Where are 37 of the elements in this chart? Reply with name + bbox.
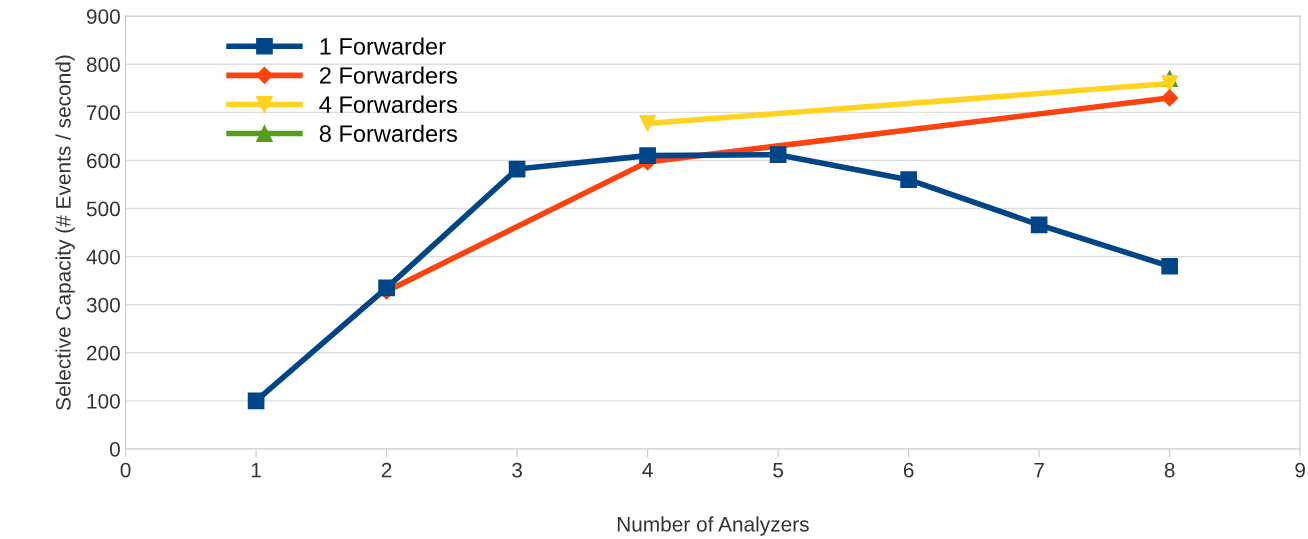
- legend-label: 8 Forwarders: [319, 124, 457, 143]
- y-tick-label: 500: [86, 201, 120, 217]
- point: [1030, 216, 1048, 234]
- legend-label: 2 Forwarders: [319, 66, 457, 84]
- x-tick-label: 8: [1164, 462, 1175, 478]
- x-tick-label: 0: [120, 462, 131, 478]
- legend-label: 4 Forwarders: [319, 95, 457, 113]
- point: [508, 160, 526, 178]
- x-axis-title: Number of Analyzers: [617, 516, 809, 536]
- point: [639, 147, 656, 164]
- point: [1161, 75, 1178, 92]
- y-tick-label: 100: [87, 393, 120, 409]
- x-tick-label: 7: [1034, 462, 1044, 478]
- x-tick-label: 3: [512, 462, 522, 478]
- y-tick-label: 900: [86, 9, 120, 24]
- x-tick-label: 5: [773, 462, 784, 478]
- y-tick-label: 0: [109, 441, 120, 457]
- y-tick-label: 600: [87, 153, 120, 169]
- point: [769, 146, 787, 164]
- y-tick-label: 200: [87, 345, 120, 361]
- point: [639, 115, 656, 132]
- point: [378, 279, 395, 297]
- point: [900, 171, 917, 189]
- x-tick-label: 4: [642, 462, 653, 478]
- legend-label: 1 Forwarder: [320, 37, 446, 55]
- x-tick-label: 9: [1295, 462, 1305, 478]
- x-tick-label: 1: [251, 462, 261, 478]
- point: [247, 392, 265, 410]
- y-tick-label: 300: [86, 297, 120, 313]
- point: [1161, 89, 1179, 107]
- x-tick-label: 6: [903, 462, 914, 478]
- x-tick-label: 2: [381, 462, 392, 478]
- y-tick-label: 400: [86, 249, 120, 265]
- point: [1161, 257, 1178, 275]
- y-axis-title: Selective Capacity (# Events / second): [55, 55, 75, 410]
- y-tick-label: 700: [87, 105, 120, 121]
- y-tick-label: 800: [86, 57, 120, 73]
